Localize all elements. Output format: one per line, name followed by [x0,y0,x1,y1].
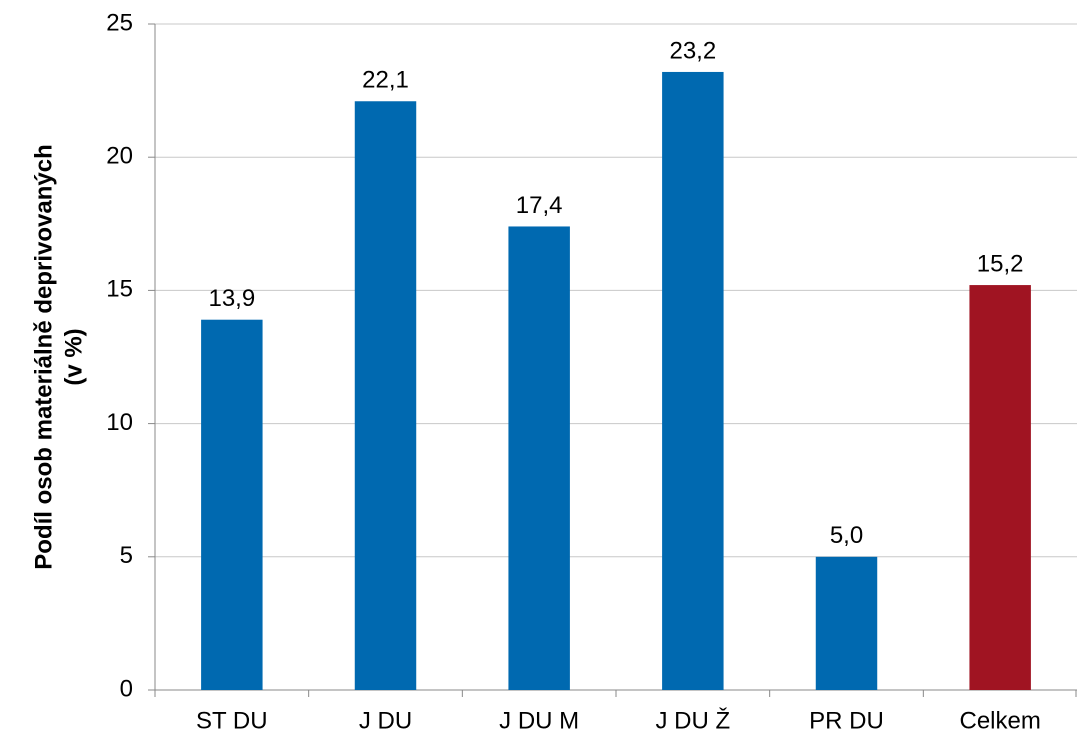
bar [354,101,417,691]
x-tick-label: J DU [359,707,412,734]
data-label: 17,4 [516,192,563,219]
data-label: 23,2 [669,37,716,64]
x-tick-label: J DU M [499,707,579,734]
data-label: 13,9 [208,285,255,312]
data-label: 5,0 [830,522,863,549]
y-tick-label: 5 [120,542,133,569]
bar [201,319,263,690]
x-tick-label: PR DU [809,707,884,734]
bar [969,285,1031,690]
bar [662,71,724,690]
x-tick-label: Celkem [959,707,1040,734]
y-tick-label: 25 [106,9,133,36]
y-axis-title: Podíl osob materiálně deprivovaných (v %… [30,144,87,569]
bar [508,226,570,691]
x-tick-label: J DU Ž [655,707,730,734]
data-label: 22,1 [362,67,409,94]
bar [815,556,878,690]
y-tick-label: 10 [106,409,133,436]
y-axis-label-line: Podíl osob materiálně deprivovaných [30,144,57,569]
y-tick-label: 0 [120,675,133,702]
y-tick-label: 20 [106,143,133,170]
y-axis-label-line: (v %) [60,328,87,385]
y-tick-label: 15 [106,276,133,303]
data-label: 15,2 [977,250,1024,277]
x-tick-label: ST DU [196,707,268,734]
